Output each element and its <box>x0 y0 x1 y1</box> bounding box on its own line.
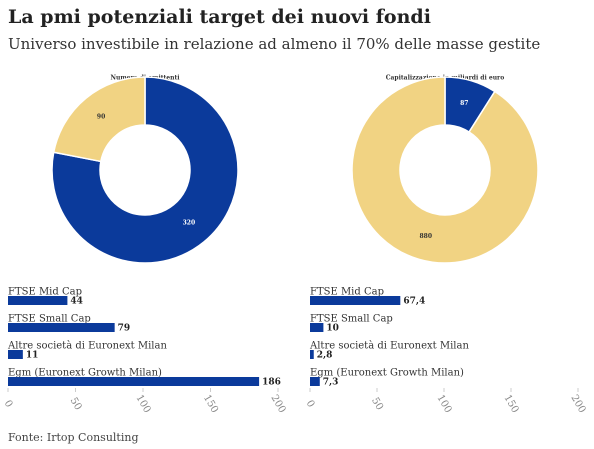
value-label: 7,3 <box>323 378 339 388</box>
donut-segment <box>52 76 146 163</box>
x-tick-label: 200 <box>568 393 587 415</box>
x-tick-label: 0 <box>2 398 15 409</box>
value-label: 67,4 <box>403 297 425 307</box>
value-label: 10 <box>326 324 339 334</box>
category-label: FTSE Small Cap <box>8 314 91 325</box>
category-label: Altre società di Euronext Milan <box>7 341 167 352</box>
category-label: FTSE Mid Cap <box>8 287 82 298</box>
category-label: Egm (Euronext Growth Milan) <box>8 368 162 379</box>
category-label: FTSE Mid Cap <box>310 287 384 298</box>
x-tick-label: 50 <box>68 396 84 413</box>
data-label: 87 <box>460 100 468 107</box>
x-tick-label: 0 <box>304 398 317 409</box>
bar <box>8 377 260 386</box>
donut-segment <box>51 76 239 264</box>
data-label: 90 <box>97 113 105 120</box>
bar <box>8 323 115 332</box>
data-label: 320 <box>183 220 196 227</box>
subtitle: Universo investibile in relazione ad alm… <box>8 35 540 53</box>
category-label: Altre società di Euronext Milan <box>309 341 469 352</box>
value-label: 186 <box>262 378 281 388</box>
value-label: 2,8 <box>317 351 333 361</box>
x-tick-label: 50 <box>369 396 385 413</box>
bar <box>310 377 320 386</box>
bar <box>310 296 401 305</box>
bar <box>310 323 324 332</box>
title: La pmi potenziali target dei nuovi fondi <box>8 6 431 28</box>
bar <box>310 350 314 359</box>
x-tick-label: 100 <box>133 393 152 415</box>
category-label: Egm (Euronext Growth Milan) <box>310 368 464 379</box>
data-label: 880 <box>419 233 432 240</box>
bar <box>8 350 23 359</box>
x-tick-label: 150 <box>501 393 520 415</box>
value-label: 11 <box>26 351 39 361</box>
x-tick-label: 150 <box>201 393 220 415</box>
value-label: 79 <box>118 324 131 334</box>
category-label: FTSE Small Cap <box>310 314 393 325</box>
donut-segment <box>351 76 539 264</box>
source: Fonte: Irtop Consulting <box>8 431 139 444</box>
x-tick-label: 100 <box>434 393 453 415</box>
bar <box>8 296 68 305</box>
value-label: 44 <box>70 297 83 307</box>
x-tick-label: 200 <box>268 393 287 415</box>
